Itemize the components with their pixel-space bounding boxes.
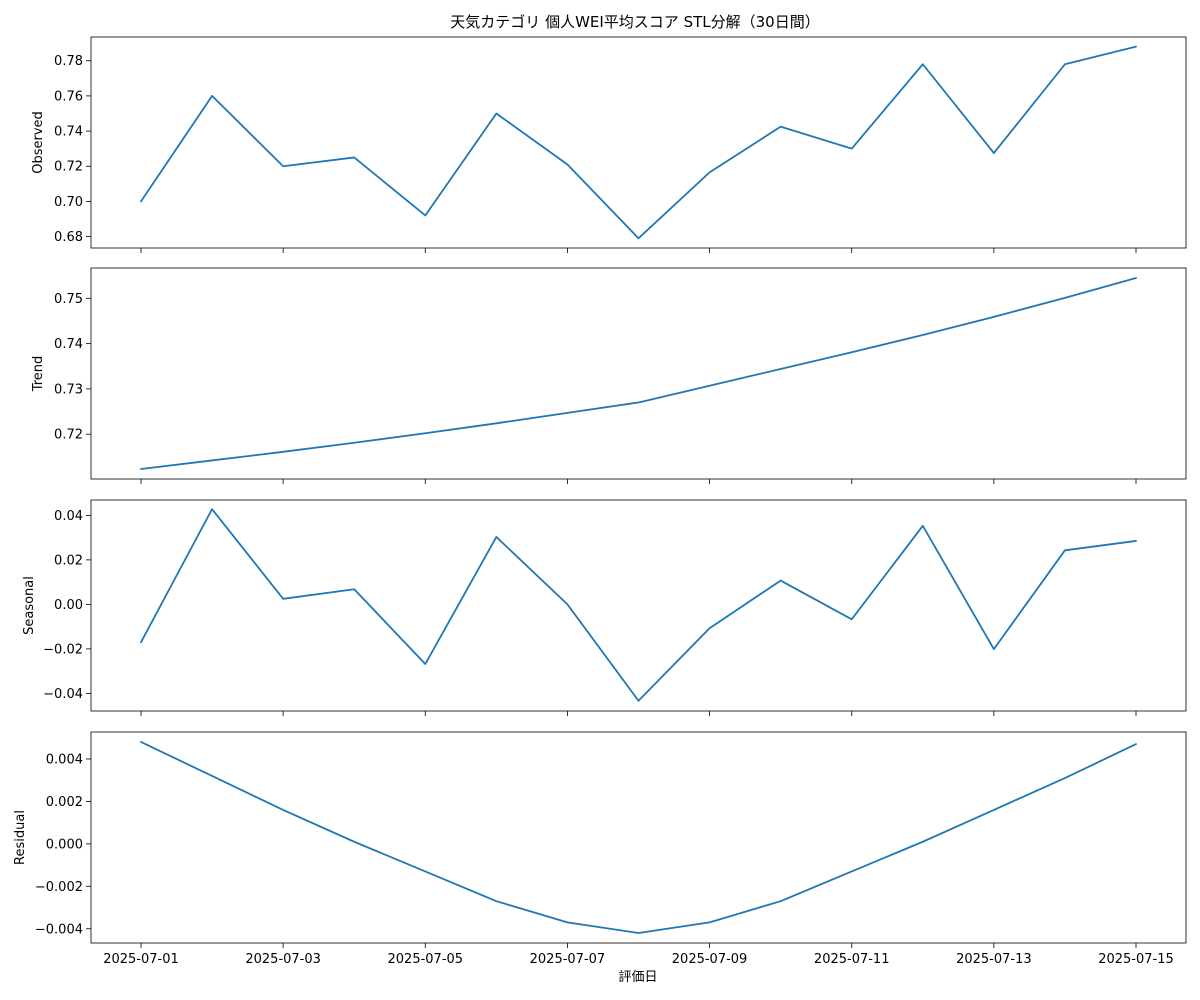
- x-tick-label: 2025-07-09: [672, 952, 748, 967]
- x-tick-label: 2025-07-07: [530, 952, 606, 967]
- x-tick-label: 2025-07-01: [103, 952, 179, 967]
- series-line-trend: [140, 277, 1137, 470]
- y-axis-label: Residual: [13, 810, 28, 865]
- x-tick-label: 2025-07-03: [245, 952, 321, 967]
- y-tick-label: 0.72: [54, 428, 83, 443]
- series-line-residual: [140, 741, 1137, 934]
- y-tick-label: 0.70: [54, 195, 83, 210]
- y-tick-label: −0.02: [43, 642, 83, 657]
- panel-residual: −0.004 −0.002 0.000 0.002 0.004 Residual 2025-…: [13, 731, 1187, 967]
- panels-group: 0.68 0.70 0.72 0.74 0.76 0.78 Observed 0.72 0.73…: [13, 36, 1187, 967]
- plot-frame: [90, 267, 1187, 480]
- y-tick-label: 0.76: [54, 89, 83, 104]
- y-tick-label: 0.000: [46, 837, 83, 852]
- y-tick-label: 0.02: [54, 553, 83, 568]
- x-axis-label: 評価日: [618, 970, 657, 985]
- x-tick-label: 2025-07-13: [956, 952, 1032, 967]
- plot-frame: [90, 36, 1187, 249]
- y-tick-label: −0.04: [43, 687, 83, 702]
- y-tick-label: 0.73: [54, 382, 83, 397]
- plot-frame: [90, 731, 1187, 944]
- y-tick-label: 0.00: [54, 598, 83, 613]
- y-tick-label: 0.04: [54, 509, 83, 524]
- y-axis-label: Trend: [31, 356, 46, 393]
- panel-seasonal: −0.04 −0.02 0.00 0.02 0.04 Seasonal: [22, 499, 1187, 716]
- y-axis-label: Seasonal: [22, 576, 37, 635]
- y-tick-label: 0.004: [46, 752, 83, 767]
- y-tick-label: 0.72: [54, 160, 83, 175]
- chart-title: 天気カテゴリ 個人WEI平均スコア STL分解（30日間）: [450, 13, 819, 31]
- y-tick-label: 0.68: [54, 230, 83, 245]
- plot-frame: [90, 499, 1187, 712]
- series-line-seasonal: [140, 508, 1137, 702]
- y-tick-label: −0.002: [35, 880, 83, 895]
- y-tick-label: 0.002: [46, 795, 83, 810]
- y-tick-label: 0.75: [54, 292, 83, 307]
- y-axis-label: Observed: [31, 111, 46, 174]
- y-tick-label: 0.78: [54, 54, 83, 69]
- series-line-observed: [140, 45, 1137, 240]
- x-tick-label: 2025-07-05: [388, 952, 464, 967]
- y-tick-label: 0.74: [54, 337, 83, 352]
- panel-trend: 0.72 0.73 0.74 0.75 Trend: [31, 267, 1187, 484]
- panel-observed: 0.68 0.70 0.72 0.74 0.76 0.78 Observed: [31, 36, 1187, 253]
- x-tick-label: 2025-07-11: [814, 952, 890, 967]
- x-tick-label: 2025-07-15: [1098, 952, 1174, 967]
- y-tick-label: −0.004: [35, 922, 83, 937]
- y-tick-label: 0.74: [54, 125, 83, 140]
